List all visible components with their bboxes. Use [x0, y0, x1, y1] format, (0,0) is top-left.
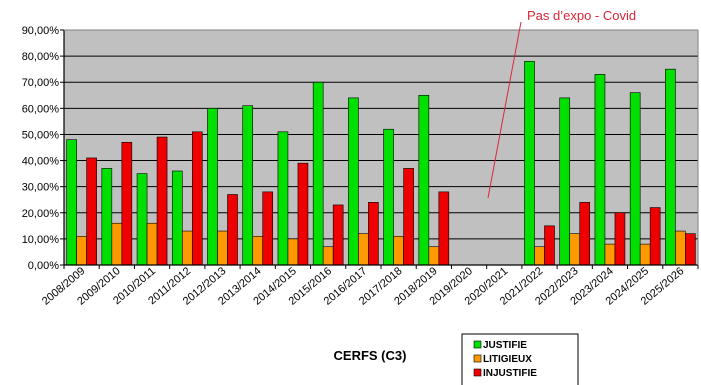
bar-justifie [594, 74, 606, 266]
bars [66, 61, 696, 266]
bar-litigieux [111, 222, 123, 266]
y-tick-label: 50,00% [22, 129, 60, 141]
bar-litigieux [252, 235, 264, 266]
bar-injustifie [685, 233, 696, 266]
bar-litigieux [76, 235, 87, 266]
bar-justifie [629, 92, 641, 266]
bar-justifie [242, 105, 254, 266]
bar-litigieux [181, 230, 193, 266]
bar-justifie [524, 61, 535, 266]
bar-injustifie [227, 194, 238, 266]
bar-justifie [136, 173, 148, 266]
bar-justifie [277, 131, 289, 266]
bar-litigieux [146, 222, 158, 266]
bar-litigieux [428, 246, 440, 266]
plot-area [64, 30, 698, 265]
bar-litigieux [322, 246, 334, 266]
bar-injustifie [86, 157, 97, 266]
bar-justifie [665, 68, 676, 266]
bar-justifie [312, 81, 324, 266]
bar-injustifie [579, 202, 591, 266]
bar-injustifie [368, 202, 379, 266]
bar-injustifie [544, 225, 555, 266]
y-tick-label: 80,00% [22, 51, 60, 63]
bar-injustifie [121, 141, 133, 266]
bar-injustifie [403, 168, 414, 266]
bar-litigieux [287, 238, 299, 266]
bar-litigieux [534, 246, 545, 266]
y-tick-label: 70,00% [22, 77, 60, 89]
bar-injustifie [191, 131, 203, 266]
y-tick-label: 40,00% [22, 156, 60, 168]
bar-justifie [171, 170, 183, 266]
bar-justifie [207, 108, 218, 266]
y-tick-label: 30,00% [22, 182, 60, 194]
bar-justifie [383, 128, 394, 266]
bar-litigieux [217, 230, 228, 266]
bar-litigieux [358, 233, 369, 266]
bar-justifie [101, 168, 113, 266]
bar-litigieux [675, 230, 686, 266]
bar-litigieux [569, 233, 581, 266]
y-tick-label: 90,00% [22, 25, 60, 37]
legend-box [461, 333, 579, 385]
bar-injustifie [438, 191, 450, 266]
bar-justifie [66, 139, 77, 266]
legend-swatch [473, 340, 482, 349]
legend-label: LITIGIEUX [483, 354, 532, 365]
annotation: Pas d’expo - Covid [487, 8, 636, 199]
y-axis-ticks: 0,00% 10,00% 20,00% 30,00% 40,00% 50,00% 60,00… [22, 25, 64, 272]
bar-injustifie [649, 207, 661, 266]
legend-label: INJUSTIFIE [483, 368, 537, 379]
y-tick-label: 10,00% [22, 234, 60, 246]
legend-swatch [473, 354, 482, 363]
bar-justifie [559, 97, 571, 266]
legend-label: JUSTIFIE [483, 340, 527, 351]
bar-injustifie [332, 204, 344, 266]
bar-injustifie [156, 136, 168, 266]
y-tick-label: 60,00% [22, 103, 60, 115]
bar-justifie [418, 94, 430, 266]
y-tick-label: 20,00% [22, 208, 60, 220]
annotation-line [487, 21, 522, 199]
bar-injustifie [297, 162, 309, 266]
legend-swatch [473, 368, 482, 377]
y-tick-label: 0,00% [28, 260, 59, 272]
bar-litigieux [639, 243, 651, 266]
legend: JUSTIFIE LITIGIEUX INJUSTIFIE [461, 333, 579, 385]
annotation-text: Pas d’expo - Covid [527, 8, 636, 23]
x-axis-label: CERFS (C3) [334, 348, 407, 363]
bar-litigieux [393, 235, 404, 266]
bar-injustifie [614, 212, 626, 266]
x-axis-ticks: 2008/20092009/20102010/20112011/20122012… [40, 265, 699, 308]
bar-litigieux [604, 243, 616, 266]
bar-justifie [348, 97, 359, 266]
bar-injustifie [262, 191, 274, 266]
